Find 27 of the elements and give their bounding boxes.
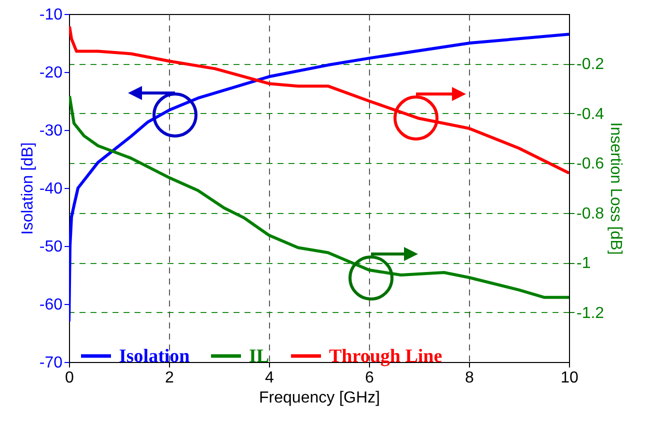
x-tick-label: 0	[65, 370, 74, 386]
legend-label: Through Line	[329, 346, 442, 367]
y2-tick-label: -0.4	[576, 106, 604, 123]
x-tick-label: 8	[465, 370, 474, 386]
y-tick-label: -60	[39, 296, 63, 314]
y2-tick-label: -1	[576, 255, 591, 272]
y2-tick-label: -0.6	[576, 156, 604, 173]
x-axis-title: Frequency [GHz]	[259, 390, 380, 406]
y-tick-label: -30	[39, 122, 63, 140]
y2-tick-label: -0.2	[576, 56, 604, 74]
x-tick-label: 4	[265, 370, 274, 386]
line-series	[69, 24, 569, 175]
x-tick-label: 6	[365, 370, 374, 386]
y-tick-label: -70	[39, 354, 63, 372]
y2-tick-label: -1.2	[576, 304, 604, 322]
x-tick-label: 10	[560, 370, 578, 386]
y-tick-label: -50	[39, 238, 63, 256]
y-tick-label: -20	[39, 64, 63, 82]
legend-label: Isolation	[119, 346, 190, 367]
y-tick-label: -40	[39, 180, 63, 198]
y-tick-label: -10	[39, 6, 63, 24]
y2-axis-title: Insertion Loss [dB]	[607, 122, 624, 255]
y2-tick-label: -0.8	[576, 205, 604, 222]
legend-label: IL	[249, 346, 270, 367]
line-series	[69, 94, 569, 299]
x-tick-label: 2	[165, 370, 174, 386]
y-axis-title: Isolation [dB]	[19, 142, 36, 235]
